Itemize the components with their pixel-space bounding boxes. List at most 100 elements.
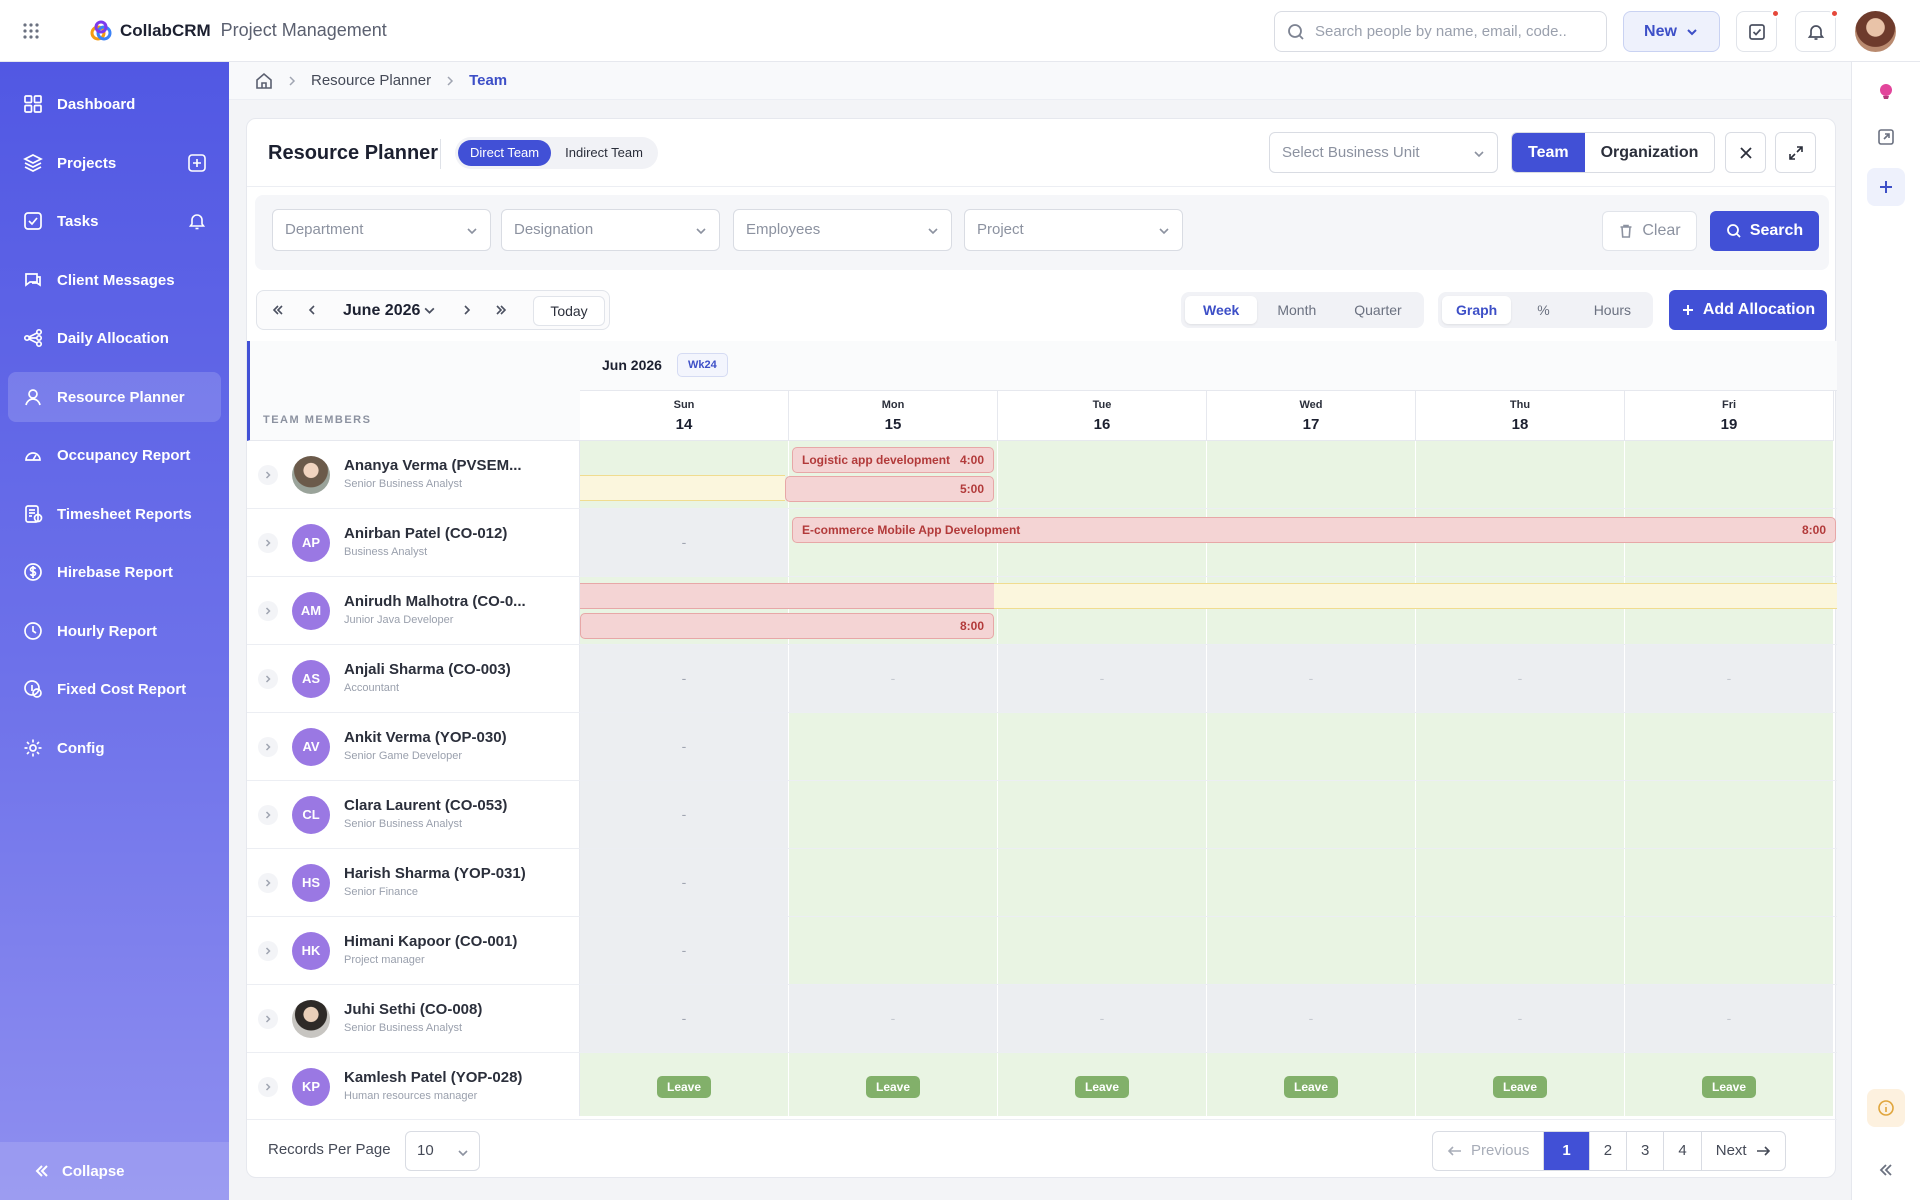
day-cell[interactable]: Leave: [789, 1053, 998, 1116]
breadcrumb-item[interactable]: Resource Planner: [311, 72, 432, 89]
tab-indirect-team[interactable]: Indirect Team: [565, 145, 643, 160]
day-cell[interactable]: [1207, 713, 1416, 780]
apps-grid-icon[interactable]: [0, 0, 62, 62]
day-cell[interactable]: [789, 849, 998, 916]
member-name[interactable]: Anjali Sharma (CO-003): [344, 661, 511, 678]
day-cell[interactable]: [998, 713, 1207, 780]
sidebar-item-config[interactable]: Config: [8, 723, 221, 773]
day-cell[interactable]: [998, 917, 1207, 984]
day-cell[interactable]: [1416, 441, 1625, 508]
chevron-left-icon[interactable]: [304, 302, 320, 318]
day-cell[interactable]: -: [1207, 645, 1416, 712]
info-button[interactable]: [1867, 1089, 1905, 1127]
clear-filters-button[interactable]: Clear: [1602, 211, 1697, 251]
user-avatar[interactable]: [1855, 11, 1896, 52]
day-cell[interactable]: [1625, 713, 1834, 780]
collapse-rail-button[interactable]: [1867, 1151, 1905, 1189]
sidebar-item-timesheet-reports[interactable]: Timesheet Reports: [8, 489, 221, 539]
search-button[interactable]: Search: [1710, 211, 1819, 251]
member-name[interactable]: Anirban Patel (CO-012): [344, 525, 508, 542]
day-cell[interactable]: -: [580, 781, 789, 848]
records-per-page-select[interactable]: 10: [405, 1131, 480, 1171]
bell-icon[interactable]: [187, 211, 207, 231]
day-cell[interactable]: [1625, 917, 1834, 984]
day-cell[interactable]: Leave: [1625, 1053, 1834, 1116]
previous-page-button[interactable]: Previous: [1433, 1132, 1545, 1170]
new-button[interactable]: New: [1623, 11, 1720, 52]
day-cell[interactable]: [1625, 441, 1834, 508]
expand-row-icon[interactable]: [258, 873, 278, 893]
member-name[interactable]: Clara Laurent (CO-053): [344, 797, 508, 814]
day-cell[interactable]: -: [1416, 645, 1625, 712]
allocation-bar[interactable]: E-commerce Mobile App Development 8:00: [792, 517, 1836, 543]
day-cell[interactable]: [1207, 441, 1416, 508]
tab-hours[interactable]: Hours: [1593, 302, 1632, 318]
tab-percent[interactable]: %: [1537, 302, 1550, 318]
allocation-bar[interactable]: 5:00: [785, 476, 994, 502]
sidebar-item-occupancy-report[interactable]: Occupancy Report: [8, 430, 221, 480]
chevron-right-icon[interactable]: [459, 302, 475, 318]
day-cell[interactable]: -: [1625, 645, 1834, 712]
day-cell[interactable]: -: [1207, 985, 1416, 1052]
close-button[interactable]: [1725, 132, 1766, 173]
chevron-down-icon[interactable]: [423, 304, 436, 317]
expand-row-icon[interactable]: [258, 737, 278, 757]
day-cell[interactable]: [1416, 713, 1625, 780]
add-allocation-button[interactable]: Add Allocation: [1669, 290, 1827, 330]
expand-row-icon[interactable]: [258, 465, 278, 485]
expand-row-icon[interactable]: [258, 805, 278, 825]
allocation-bar[interactable]: Logistic app development 4:00: [792, 447, 994, 473]
sidebar-item-hirebase-report[interactable]: Hirebase Report: [8, 547, 221, 597]
member-row[interactable]: KP Kamlesh Patel (YOP-028) Human resources…: [247, 1053, 580, 1116]
day-cell[interactable]: Leave: [1207, 1053, 1416, 1116]
day-cell[interactable]: -: [580, 509, 789, 576]
sidebar-item-projects[interactable]: Projects: [8, 138, 221, 188]
department-select[interactable]: Department: [272, 209, 491, 251]
tab-graph[interactable]: Graph: [1442, 296, 1512, 324]
day-cell[interactable]: -: [789, 645, 998, 712]
home-icon[interactable]: [255, 72, 273, 90]
notifications-button[interactable]: [1795, 9, 1839, 52]
day-cell[interactable]: -: [580, 849, 789, 916]
global-search-input[interactable]: Search people by name, email, code..: [1274, 11, 1607, 52]
member-name[interactable]: Ankit Verma (YOP-030): [344, 729, 507, 746]
sidebar-item-tasks[interactable]: Tasks: [8, 196, 221, 246]
day-cell[interactable]: -: [998, 985, 1207, 1052]
add-project-icon[interactable]: [187, 153, 207, 173]
day-cell[interactable]: [998, 441, 1207, 508]
day-cell[interactable]: [1625, 849, 1834, 916]
day-cell[interactable]: -: [580, 985, 789, 1052]
day-cell[interactable]: -: [580, 645, 789, 712]
day-cell[interactable]: [1416, 781, 1625, 848]
day-cell[interactable]: -: [998, 645, 1207, 712]
expand-row-icon[interactable]: [258, 601, 278, 621]
member-row[interactable]: Juhi Sethi (CO-008) Senior Business Analy…: [247, 985, 580, 1053]
day-cell[interactable]: [1416, 849, 1625, 916]
day-cell[interactable]: [789, 713, 998, 780]
expand-row-icon[interactable]: [258, 533, 278, 553]
double-chevron-left-icon[interactable]: [270, 302, 286, 318]
day-cell[interactable]: [789, 917, 998, 984]
page-button-4[interactable]: 4: [1664, 1132, 1702, 1170]
day-cell[interactable]: -: [1416, 985, 1625, 1052]
sidebar-item-resource-planner[interactable]: Resource Planner: [8, 372, 221, 422]
day-cell[interactable]: [998, 849, 1207, 916]
tab-month[interactable]: Month: [1277, 302, 1317, 318]
tasks-check-button[interactable]: [1736, 9, 1780, 52]
fullscreen-button[interactable]: [1775, 132, 1816, 173]
day-cell[interactable]: Leave: [580, 1053, 789, 1116]
sidebar-item-hourly-report[interactable]: Hourly Report: [8, 606, 221, 656]
day-cell[interactable]: [1207, 917, 1416, 984]
collapse-sidebar-button[interactable]: Collapse: [0, 1142, 229, 1200]
next-page-button[interactable]: Next: [1702, 1132, 1785, 1170]
day-cell[interactable]: Leave: [1416, 1053, 1625, 1116]
sidebar-item-client-messages[interactable]: Client Messages: [8, 255, 221, 305]
allocation-bar[interactable]: 8:00: [580, 613, 994, 639]
brand[interactable]: CollabCRM Project Management: [90, 20, 387, 42]
day-cell[interactable]: Leave: [998, 1053, 1207, 1116]
sidebar-item-dashboard[interactable]: Dashboard: [8, 79, 221, 129]
open-external-button[interactable]: [1867, 118, 1905, 156]
tab-organization[interactable]: Organization: [1600, 144, 1699, 161]
page-button-1[interactable]: 1: [1544, 1132, 1590, 1170]
tab-quarter[interactable]: Quarter: [1354, 302, 1402, 318]
